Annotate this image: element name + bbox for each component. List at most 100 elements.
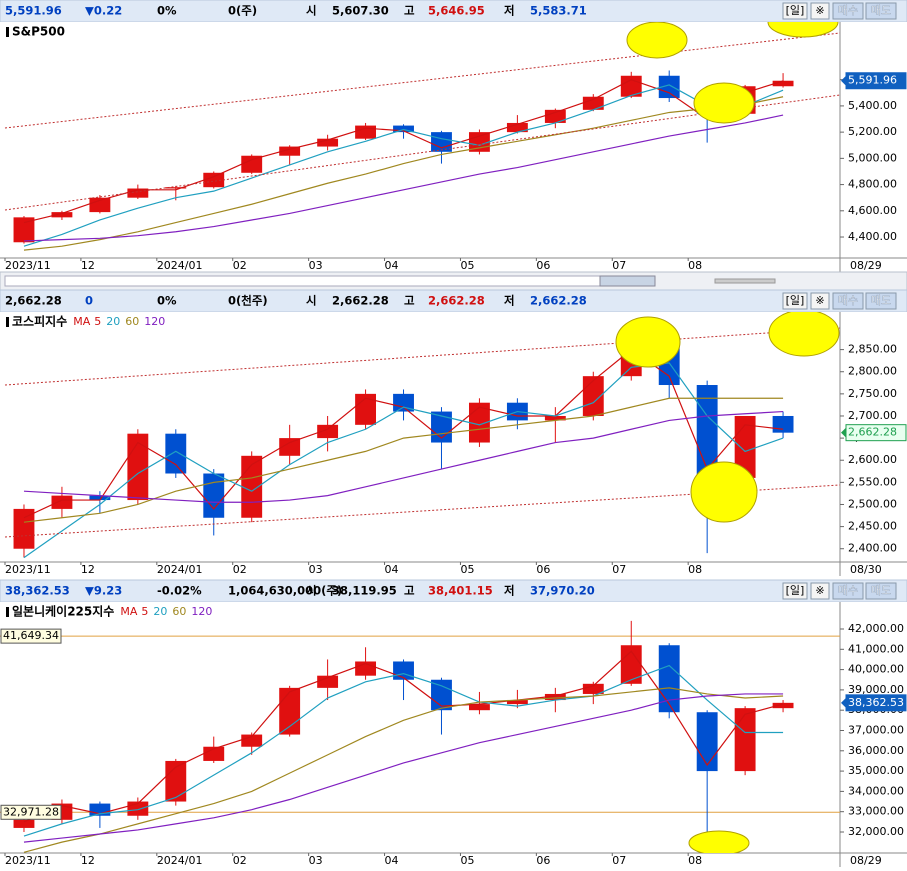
level-label: 32,971.28 — [3, 805, 59, 818]
button[interactable] — [832, 582, 864, 600]
plot-area — [0, 602, 907, 853]
y-tick-label: 2,450.00 — [848, 520, 897, 533]
y-tick-label: 5,400.00 — [848, 99, 897, 112]
button-label[interactable]: ※ — [815, 584, 824, 597]
header-pct: 0% — [157, 294, 177, 308]
button-label[interactable]: [일] — [786, 293, 805, 307]
button-label[interactable]: [일] — [786, 3, 805, 17]
candle-body — [772, 80, 794, 87]
header-high: 2,662.28 — [428, 294, 485, 308]
button-label[interactable]: ※ — [815, 4, 824, 17]
button-label[interactable]: 매도 — [871, 294, 892, 307]
y-tick-label: 2,800.00 — [848, 365, 897, 378]
y-tick-label: 2,550.00 — [848, 475, 897, 488]
candle-body — [658, 75, 680, 99]
ma-line — [23, 96, 784, 251]
button[interactable] — [865, 292, 897, 310]
price-tag-label: 5,591.96 — [848, 74, 897, 87]
candle-body — [468, 402, 490, 443]
button-label[interactable]: 매수 — [838, 294, 859, 307]
scroll-thumb[interactable] — [599, 275, 656, 287]
end-date: 08/30 — [850, 563, 882, 576]
button[interactable] — [810, 582, 830, 600]
button[interactable] — [832, 2, 864, 20]
y-tick-label: 36,000.00 — [848, 744, 904, 757]
legend-entry: 20 — [106, 315, 120, 328]
header-high-label: 고 — [404, 294, 415, 308]
panel-1-marks — [4, 22, 840, 211]
y-tick-label: 35,000.00 — [848, 764, 904, 777]
button[interactable] — [810, 2, 830, 20]
button-label[interactable]: 매수 — [838, 4, 859, 17]
x-tick-label: 2023/11 — [5, 854, 51, 867]
price-tag-label: 38,362.53 — [848, 696, 904, 709]
button[interactable] — [810, 292, 830, 310]
header-pct: 0% — [157, 4, 177, 18]
x-tick-label: 07 — [612, 563, 626, 576]
zoom-slider[interactable] — [714, 278, 776, 284]
y-tick-label: 4,400.00 — [848, 230, 897, 243]
chart-title: 코스피지수 — [12, 314, 67, 329]
candle-body — [89, 495, 111, 501]
legend-entry: 120 — [144, 315, 165, 328]
header-high: 38,401.15 — [428, 584, 493, 598]
highlight-circle — [615, 316, 681, 368]
panel: 2,662.28 0 0% 0(천주) 시 2,662.28 고 2,662.28 저 2,662… — [0, 289, 907, 576]
x-tick-label: 03 — [309, 259, 323, 272]
candle-body — [317, 138, 339, 147]
candle-body — [165, 433, 187, 474]
header-low: 5,583.71 — [530, 4, 587, 18]
highlight-circle — [626, 22, 688, 59]
header-price: 2,662.28 — [5, 294, 62, 308]
candle-body — [51, 495, 73, 509]
panel-2-marks — [4, 312, 840, 538]
candle-body — [772, 415, 794, 433]
y-tick-label: 4,600.00 — [848, 204, 897, 217]
button-label[interactable]: [일] — [786, 583, 805, 597]
button[interactable] — [832, 292, 864, 310]
header-open-label: 시 — [306, 584, 317, 598]
x-tick-label: 2023/11 — [5, 259, 51, 272]
candle-body — [468, 704, 490, 711]
ma-line — [23, 693, 784, 843]
x-tick-label: 2023/11 — [5, 563, 51, 576]
scroll-track[interactable] — [4, 275, 656, 287]
button-label[interactable]: 매도 — [871, 584, 892, 597]
candle-body — [734, 708, 756, 772]
panel: 38,362.53 ▼9.23 -0.02% 1,064,630,000(주)시 38,… — [0, 579, 907, 867]
x-tick-label: 12 — [81, 259, 95, 272]
candle-body — [165, 187, 187, 189]
candle-body — [279, 146, 301, 156]
button[interactable] — [782, 2, 808, 20]
x-tick-label: 06 — [536, 259, 550, 272]
highlight-circle — [768, 312, 840, 357]
candle-body — [582, 683, 604, 694]
button[interactable] — [782, 582, 808, 600]
y-tick-label: 33,000.00 — [848, 805, 904, 818]
button-label[interactable]: 매도 — [871, 4, 892, 17]
candle-body — [772, 702, 794, 709]
candle-body — [355, 125, 377, 139]
x-tick-label: 08 — [688, 854, 702, 867]
chart-title: 일본니케이225지수 — [12, 604, 114, 619]
header-volume: 1,064,630,000(주) — [228, 584, 342, 598]
plot-area — [0, 312, 907, 562]
header-high-label: 고 — [404, 4, 415, 18]
legend-entry: 5 — [141, 605, 148, 618]
y-tick-label: 2,700.00 — [848, 409, 897, 422]
x-tick-label: 04 — [385, 854, 399, 867]
button[interactable] — [865, 582, 897, 600]
x-tick-label: 06 — [536, 854, 550, 867]
candle-body — [544, 415, 566, 421]
y-tick-label: 41,000.00 — [848, 642, 904, 655]
button-label[interactable]: 매수 — [838, 584, 859, 597]
button[interactable] — [865, 2, 897, 20]
button[interactable] — [782, 292, 808, 310]
candle-body — [506, 122, 528, 133]
x-tick-label: 04 — [385, 563, 399, 576]
header-open: 38,119.95 — [332, 584, 397, 598]
x-tick-label: 12 — [81, 854, 95, 867]
button-label[interactable]: ※ — [815, 294, 824, 307]
header-low: 37,970.20 — [530, 584, 595, 598]
